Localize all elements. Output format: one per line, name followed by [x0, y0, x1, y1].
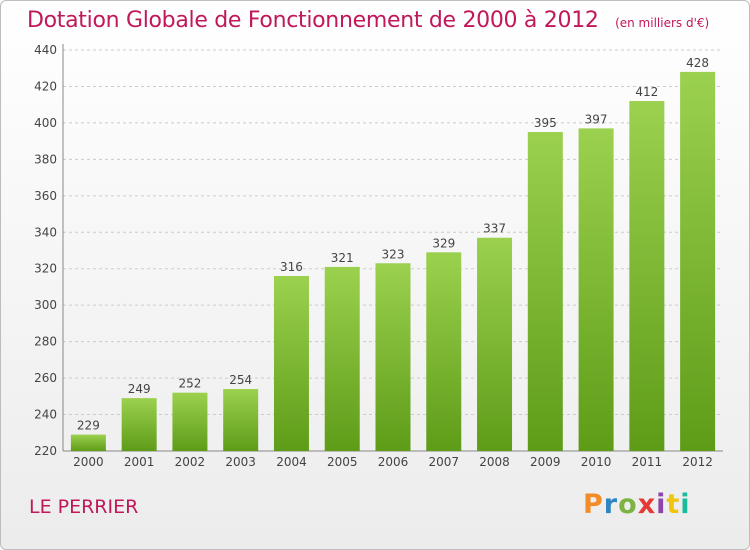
bar-2002	[172, 392, 208, 451]
bar-2011	[629, 101, 665, 451]
chart-unit: (en milliers d'€)	[615, 16, 710, 30]
x-tick-label: 2000	[73, 455, 104, 469]
proxiti-logo[interactable]: Proxiti	[583, 489, 691, 520]
bar-2009	[527, 132, 563, 452]
x-tick-label: 2003	[225, 455, 256, 469]
x-tick-label: 2005	[327, 455, 358, 469]
data-label: 323	[382, 247, 405, 261]
x-tick-label: 2009	[530, 455, 561, 469]
bar-2007	[426, 252, 462, 451]
bar-2006	[375, 263, 411, 451]
x-tick-label: 2012	[682, 455, 713, 469]
y-tick-label: 240	[34, 408, 57, 422]
bar-2003	[223, 389, 259, 451]
y-tick-label: 320	[34, 262, 57, 276]
bar-2000	[70, 434, 106, 451]
bar-2012	[680, 71, 716, 451]
x-tick-label: 2002	[175, 455, 206, 469]
commune-name: LE PERRIER	[29, 496, 139, 518]
y-tick-label: 380	[34, 152, 57, 166]
y-tick-label: 340	[34, 225, 57, 239]
y-tick-label: 220	[34, 444, 57, 458]
x-tick-label: 2008	[479, 455, 510, 469]
bar-2010	[578, 128, 614, 452]
data-label: 321	[331, 251, 354, 265]
data-label: 395	[534, 116, 557, 130]
title-row: Dotation Globale de Fonctionnement de 20…	[27, 8, 709, 33]
y-tick-label: 400	[34, 116, 57, 130]
x-tick-label: 2004	[276, 455, 307, 469]
data-label: 254	[229, 373, 252, 387]
bar-2001	[121, 398, 157, 451]
y-tick-label: 280	[34, 335, 57, 349]
x-tick-label: 2006	[378, 455, 409, 469]
y-tick-label: 300	[34, 298, 57, 312]
x-tick-label: 2010	[581, 455, 612, 469]
data-label: 252	[178, 377, 201, 391]
y-tick-label: 360	[34, 189, 57, 203]
y-tick-label: 420	[34, 79, 57, 93]
data-label: 412	[635, 85, 658, 99]
data-label: 329	[432, 236, 455, 250]
data-label: 337	[483, 222, 506, 236]
data-label: 316	[280, 260, 303, 274]
bar-2008	[477, 237, 513, 451]
data-label: 428	[686, 56, 709, 70]
data-label: 229	[77, 419, 100, 433]
x-tick-label: 2001	[124, 455, 155, 469]
y-tick-label: 440	[34, 43, 57, 57]
data-label: 249	[128, 382, 151, 396]
x-tick-label: 2011	[632, 455, 663, 469]
data-label: 397	[585, 112, 608, 126]
y-tick-label: 260	[34, 371, 57, 385]
chart-title: Dotation Globale de Fonctionnement de 20…	[27, 8, 599, 33]
x-tick-label: 2007	[428, 455, 459, 469]
bar-2004	[273, 276, 309, 451]
bar-2005	[324, 266, 360, 451]
